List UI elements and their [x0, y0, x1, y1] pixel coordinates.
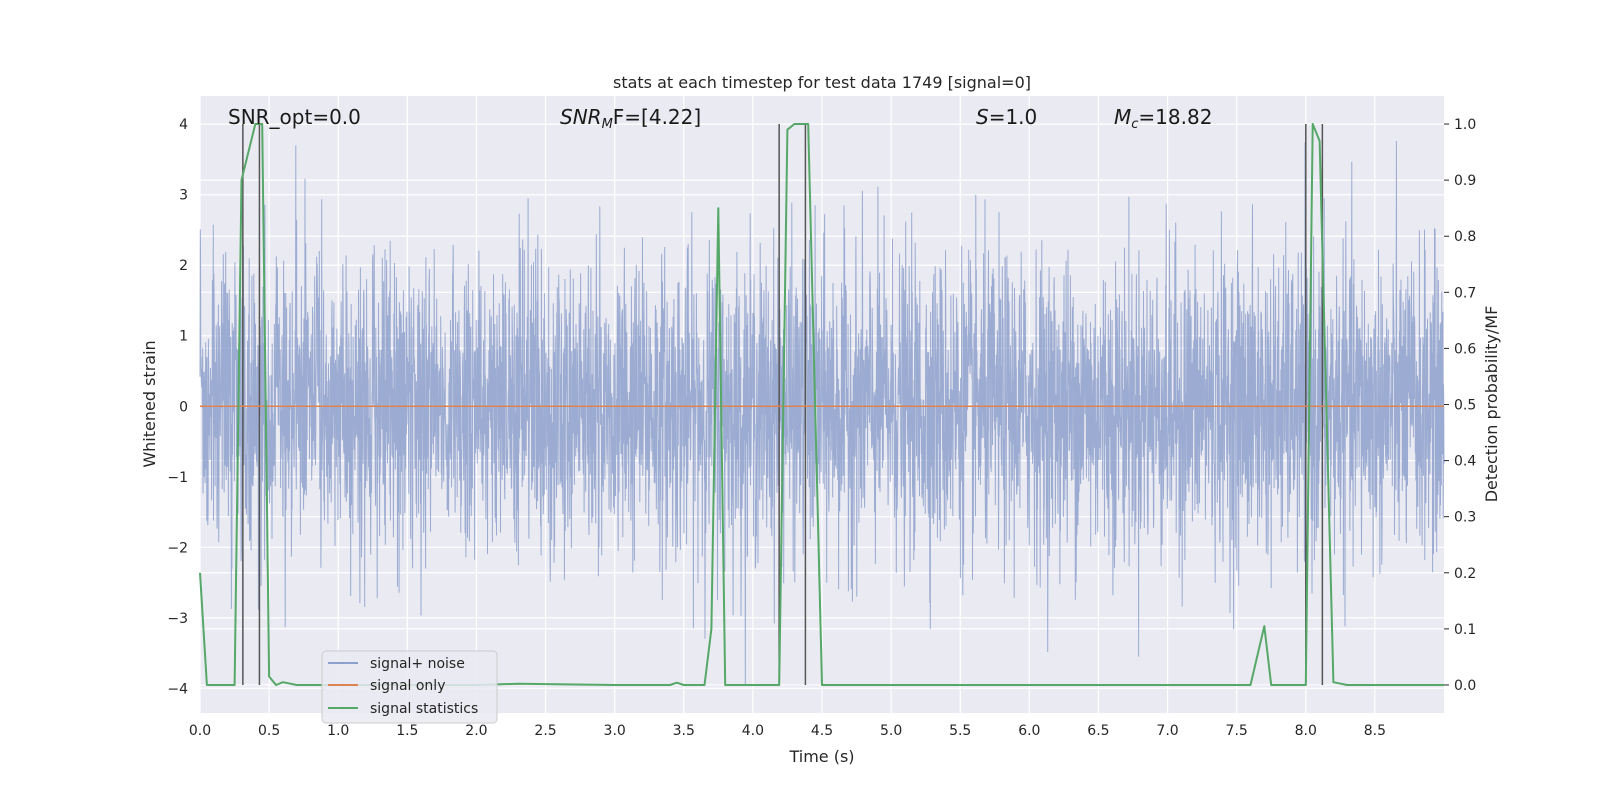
- annotation-snr-mf-label: SNR: [560, 105, 602, 129]
- annotation-snr-mf: SNRMF=[4.22]: [560, 105, 701, 132]
- x-tick-label: 4.0: [742, 723, 764, 739]
- series-signal-statistics: [199, 123, 1444, 686]
- x-tick-label: 1.0: [327, 723, 349, 739]
- x-tick-label: 4.5: [811, 723, 833, 739]
- x-tick-label: 7.0: [1156, 723, 1178, 739]
- signal-noise-line: [199, 140, 1445, 685]
- annotation-mc-rest: =18.82: [1138, 105, 1212, 129]
- x-tick-label: 5.5: [949, 723, 971, 739]
- x-tick-label: 0.0: [189, 723, 211, 739]
- annotation-mc-label: M: [1114, 105, 1131, 129]
- y2-tick-label: 0.0: [1454, 678, 1476, 694]
- y2-tick-label: 0.1: [1454, 622, 1476, 638]
- annotation-s: S=1.0: [976, 105, 1037, 129]
- y-tick-label: 2: [179, 258, 188, 274]
- x-axis-label: Time (s): [788, 747, 854, 766]
- x-axis-ticks: 0.0 0.5 1.0 1.5 2.0 2.5 3.0 3.5 4.0 4.5 5.0 5.5 6.0 6…: [189, 723, 1386, 739]
- x-tick-label: 7.5: [1226, 723, 1248, 739]
- y2-tick-label: 1.0: [1454, 117, 1476, 133]
- chart-title: stats at each timestep for test data 174…: [613, 73, 1031, 92]
- x-tick-label: 8.0: [1295, 723, 1317, 739]
- x-tick-label: 5.0: [880, 723, 902, 739]
- x-tick-label: 3.5: [673, 723, 695, 739]
- annotation-mc-sub: c: [1131, 117, 1138, 132]
- legend-label-signal-statistics: signal statistics: [370, 701, 478, 717]
- signal-statistics-line: [199, 123, 1444, 686]
- y2-tick-label: 0.4: [1454, 454, 1476, 470]
- y2-tick-label: 0.2: [1454, 566, 1476, 582]
- y2-axis-ticks: 1.0 0.9 0.8 0.7 0.6 0.5 0.4 0.3 0.2 0.1 0.0: [1444, 117, 1476, 694]
- legend-box: [321, 650, 498, 724]
- x-tick-label: 2.5: [534, 723, 556, 739]
- y2-tick-label: 0.9: [1454, 173, 1476, 189]
- annotation-mc: Mc=18.82: [1114, 105, 1212, 132]
- y-tick-label: −2: [167, 540, 188, 556]
- x-tick-label: 0.5: [258, 723, 280, 739]
- x-tick-label: 3.0: [604, 723, 626, 739]
- legend: signal+ noise signal only signal statist…: [321, 650, 498, 724]
- annotation-snr-mf-sub: M: [602, 117, 613, 132]
- x-tick-label: 8.5: [1364, 723, 1386, 739]
- annotation-snr-mf-rest: F=[4.22]: [613, 105, 701, 129]
- series-signal-noise: [199, 140, 1445, 685]
- annotation-s-rest: =1.0: [989, 105, 1038, 129]
- y-tick-label: −3: [167, 611, 188, 627]
- y-axis-label: Whitened strain: [140, 340, 159, 467]
- annotation-s-label: S: [976, 105, 989, 129]
- y2-tick-label: 0.5: [1454, 398, 1476, 414]
- y-tick-label: 3: [179, 188, 188, 204]
- y-tick-label: −4: [167, 681, 188, 697]
- x-tick-label: 6.5: [1087, 723, 1109, 739]
- x-tick-label: 2.0: [465, 723, 487, 739]
- x-tick-label: 6.0: [1018, 723, 1040, 739]
- y2-tick-label: 0.3: [1454, 510, 1476, 526]
- y-tick-label: 0: [179, 399, 188, 415]
- y-tick-label: 1: [179, 329, 188, 345]
- legend-label-signal-only: signal only: [370, 678, 445, 694]
- y2-tick-label: 0.6: [1454, 341, 1476, 357]
- y-tick-label: −1: [167, 470, 188, 486]
- annotation-snr-opt: SNR_opt=0.0: [228, 105, 361, 129]
- y2-axis-label: Detection probability/MF: [1482, 306, 1501, 503]
- vertical-markers: [242, 124, 1324, 685]
- y2-tick-label: 0.8: [1454, 229, 1476, 245]
- y-axis-ticks: 4 3 2 1 0 −1 −2 −3 −4: [167, 117, 188, 697]
- legend-label-signal-noise: signal+ noise: [370, 656, 465, 672]
- y-tick-label: 4: [179, 117, 188, 133]
- y2-tick-label: 0.7: [1454, 285, 1476, 301]
- x-tick-label: 1.5: [396, 723, 418, 739]
